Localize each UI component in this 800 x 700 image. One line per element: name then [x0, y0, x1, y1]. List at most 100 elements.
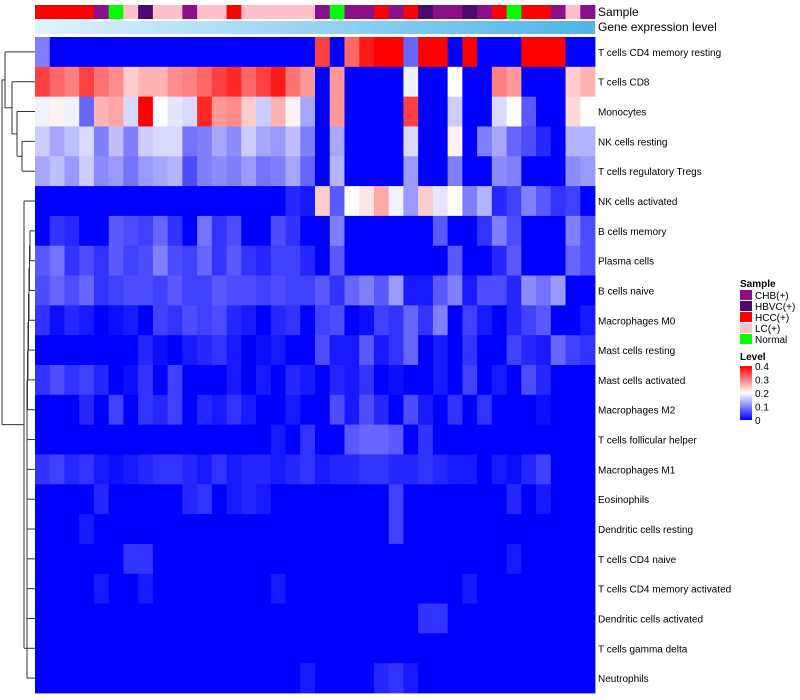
- row-label: T cells gamma delta: [598, 644, 688, 655]
- gene-expression-annotation-bar: [35, 21, 595, 34]
- heatmap-cell: [388, 96, 404, 127]
- heatmap-cell: [550, 245, 566, 276]
- sample-annotation-cell: [108, 5, 124, 19]
- heatmap-cell: [197, 603, 213, 634]
- heatmap-cell: [388, 37, 404, 68]
- heatmap-cell: [300, 543, 316, 575]
- heatmap-cell: [418, 245, 434, 276]
- heatmap-cell: [226, 365, 242, 396]
- heatmap-cell: [447, 96, 463, 127]
- row-label: Macrophages M2: [598, 406, 676, 417]
- heatmap-cell: [477, 126, 493, 157]
- heatmap-cell: [123, 66, 139, 98]
- heatmap-cell: [211, 156, 227, 187]
- heatmap-cell: [226, 37, 242, 68]
- heatmap-cell: [64, 573, 80, 604]
- heatmap-cell: [536, 66, 552, 98]
- heatmap-cell: [256, 514, 272, 545]
- heatmap-cell: [152, 37, 169, 68]
- heatmap-cell: [79, 424, 95, 455]
- heatmap-cell: [418, 305, 434, 336]
- heatmap-cell: [285, 424, 301, 455]
- heatmap-cell: [403, 365, 419, 396]
- heatmap-cell: [536, 275, 552, 306]
- heatmap-cell: [550, 37, 566, 68]
- heatmap-cell: [580, 543, 596, 575]
- heatmap-cell: [123, 156, 139, 187]
- heatmap-cell: [344, 454, 360, 485]
- heatmap-cell: [167, 543, 183, 575]
- row-label: Mast cells activated: [598, 376, 685, 387]
- heatmap-cell: [447, 573, 463, 604]
- heatmap-cell: [462, 215, 478, 247]
- heatmap-cell: [403, 275, 419, 306]
- heatmap-cell: [432, 365, 449, 396]
- heatmap-cell: [580, 215, 596, 247]
- heatmap-cell: [359, 305, 375, 336]
- heatmap-cell: [197, 335, 213, 366]
- heatmap-cell: [182, 663, 198, 694]
- heatmap-cell: [270, 394, 286, 426]
- heatmap-cell: [108, 215, 124, 247]
- heatmap-cell: [241, 514, 257, 545]
- heatmap-cell: [315, 484, 331, 515]
- heatmap-cell: [403, 245, 419, 276]
- heatmap-cell: [152, 573, 169, 604]
- heatmap-cell: [521, 245, 537, 276]
- heatmap-cell: [226, 663, 242, 694]
- heatmap-cell: [550, 186, 566, 217]
- heatmap-cell: [388, 186, 404, 217]
- heatmap-cell: [521, 454, 537, 485]
- heatmap-cell: [491, 424, 507, 455]
- heatmap-cell: [344, 275, 360, 306]
- heatmap-cell: [123, 484, 139, 515]
- heatmap-cell: [329, 454, 345, 485]
- heatmap-cell: [329, 484, 345, 515]
- heatmap-cell: [256, 454, 272, 485]
- heatmap-cell: [64, 215, 80, 247]
- heatmap-cell: [388, 66, 404, 98]
- sample-legend-label: HBVC(+): [755, 302, 795, 313]
- row-label: Neutrophils: [598, 674, 649, 685]
- row-label: NK cells resting: [598, 137, 667, 148]
- heatmap-cell: [315, 365, 331, 396]
- heatmap-cell: [35, 365, 51, 396]
- heatmap-cell: [521, 96, 537, 127]
- heatmap-cell: [536, 96, 552, 127]
- heatmap-cell: [64, 484, 80, 515]
- heatmap-cell: [329, 126, 345, 157]
- heatmap-cell: [241, 335, 257, 366]
- heatmap-cell: [344, 484, 360, 515]
- heatmap-cell: [35, 514, 51, 545]
- heatmap-cell: [477, 365, 493, 396]
- heatmap-cells: [35, 37, 596, 694]
- heatmap-cell: [241, 663, 257, 694]
- heatmap-cell: [35, 305, 51, 336]
- heatmap-cell: [152, 424, 169, 455]
- heatmap-cell: [108, 335, 124, 366]
- heatmap-cell: [550, 603, 566, 634]
- heatmap-cell: [300, 156, 316, 187]
- heatmap-cell: [477, 573, 493, 604]
- heatmap-cell: [462, 365, 478, 396]
- heatmap-cell: [447, 424, 463, 455]
- heatmap-cell: [197, 156, 213, 187]
- row-label: Macrophages M0: [598, 316, 676, 327]
- heatmap-cell: [241, 603, 257, 634]
- heatmap-cell: [344, 245, 360, 276]
- heatmap-cell: [64, 156, 80, 187]
- row-label: Macrophages M1: [598, 465, 676, 476]
- heatmap-cell: [565, 454, 581, 485]
- heatmap-cell: [123, 335, 139, 366]
- heatmap-cell: [491, 543, 507, 575]
- heatmap-cell: [373, 543, 390, 575]
- heatmap-cell: [197, 215, 213, 247]
- heatmap-cell: [285, 603, 301, 634]
- heatmap-cell: [432, 454, 449, 485]
- heatmap-cell: [226, 603, 242, 634]
- heatmap-cell: [211, 365, 227, 396]
- heatmap-cell: [79, 573, 95, 604]
- heatmap-cell: [49, 186, 65, 217]
- heatmap-cell: [93, 245, 110, 276]
- row-label: T cells CD4 memory activated: [598, 585, 731, 596]
